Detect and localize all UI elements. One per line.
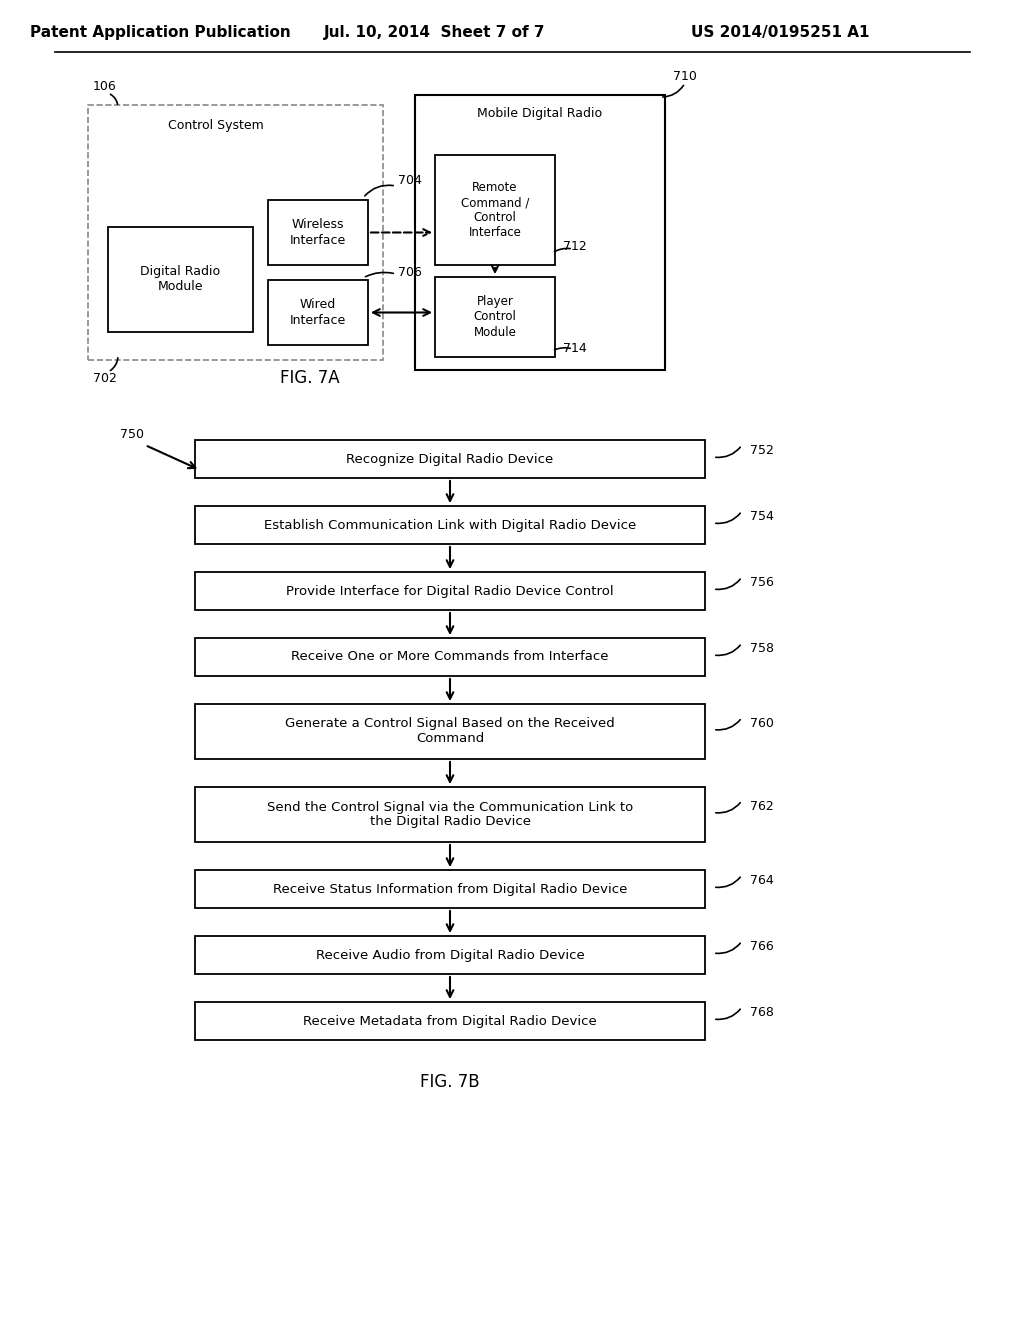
Bar	[195, 506, 705, 544]
Text: US 2014/0195251 A1: US 2014/0195251 A1	[691, 25, 869, 40]
Text: FIG. 7A: FIG. 7A	[281, 370, 340, 387]
Bar	[88, 106, 383, 360]
Text: Generate a Control Signal Based on the Received
Command: Generate a Control Signal Based on the R…	[285, 718, 614, 746]
Text: Receive Status Information from Digital Radio Device: Receive Status Information from Digital …	[272, 883, 627, 895]
Text: 704: 704	[398, 173, 422, 186]
Text: 758: 758	[750, 643, 774, 656]
Text: Digital Radio
Module: Digital Radio Module	[140, 265, 220, 293]
Text: 762: 762	[750, 800, 774, 813]
Bar	[435, 277, 555, 356]
Text: Receive One or More Commands from Interface: Receive One or More Commands from Interf…	[291, 651, 608, 664]
Bar	[415, 95, 665, 370]
Bar	[268, 280, 368, 345]
Text: Receive Audio from Digital Radio Device: Receive Audio from Digital Radio Device	[315, 949, 585, 961]
Bar	[108, 227, 253, 333]
Text: Patent Application Publication: Patent Application Publication	[30, 25, 291, 40]
Text: 768: 768	[750, 1006, 774, 1019]
Bar	[195, 870, 705, 908]
Text: FIG. 7B: FIG. 7B	[420, 1073, 480, 1092]
Text: 706: 706	[398, 265, 422, 279]
Bar	[435, 154, 555, 265]
Text: 106: 106	[93, 81, 117, 94]
Text: Recognize Digital Radio Device: Recognize Digital Radio Device	[346, 453, 554, 466]
Text: 752: 752	[750, 445, 774, 458]
Text: Provide Interface for Digital Radio Device Control: Provide Interface for Digital Radio Devi…	[286, 585, 613, 598]
Text: 766: 766	[750, 940, 774, 953]
Text: Send the Control Signal via the Communication Link to
the Digital Radio Device: Send the Control Signal via the Communic…	[267, 800, 633, 829]
Text: 702: 702	[93, 371, 117, 384]
Text: Wired
Interface: Wired Interface	[290, 298, 346, 326]
Bar	[195, 1002, 705, 1040]
Text: 710: 710	[673, 70, 697, 83]
Bar	[195, 440, 705, 478]
Text: 756: 756	[750, 577, 774, 590]
Text: 750: 750	[120, 429, 144, 441]
Text: Receive Metadata from Digital Radio Device: Receive Metadata from Digital Radio Devi…	[303, 1015, 597, 1027]
Bar	[195, 638, 705, 676]
Text: Remote
Command /
Control
Interface: Remote Command / Control Interface	[461, 181, 529, 239]
Text: Wireless
Interface: Wireless Interface	[290, 219, 346, 247]
Text: 754: 754	[750, 511, 774, 524]
Text: 764: 764	[750, 874, 774, 887]
Text: Player
Control
Module: Player Control Module	[473, 296, 516, 338]
Bar	[195, 704, 705, 759]
Text: Jul. 10, 2014  Sheet 7 of 7: Jul. 10, 2014 Sheet 7 of 7	[325, 25, 546, 40]
Text: Establish Communication Link with Digital Radio Device: Establish Communication Link with Digita…	[264, 519, 636, 532]
Text: Mobile Digital Radio: Mobile Digital Radio	[477, 107, 602, 120]
Text: 760: 760	[750, 717, 774, 730]
Text: 714: 714	[563, 342, 587, 355]
Bar	[195, 787, 705, 842]
Text: Control System: Control System	[168, 119, 263, 132]
Bar	[268, 201, 368, 265]
Bar	[195, 936, 705, 974]
Bar	[195, 572, 705, 610]
Text: 712: 712	[563, 240, 587, 253]
